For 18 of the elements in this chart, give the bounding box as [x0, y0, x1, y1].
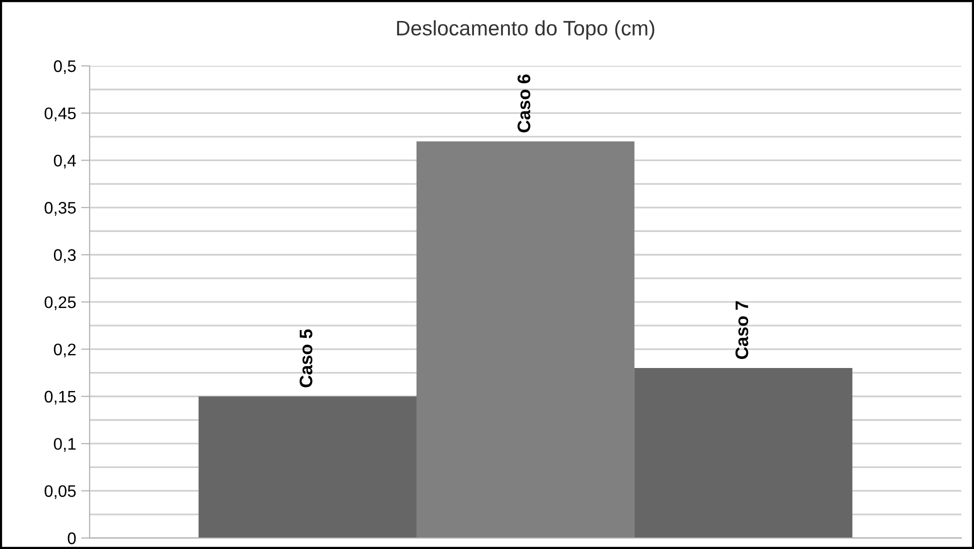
y-tick-label: 0,15: [44, 390, 76, 405]
chart-title: Deslocamento do Topo (cm): [397, 20, 654, 40]
y-tick-label: 0,45: [44, 107, 76, 122]
y-tick-label: 0,5: [54, 60, 76, 74]
y-tick-label: 0,4: [54, 154, 76, 168]
y-tick-label: 0,25: [44, 296, 76, 310]
y-tick-label: 0,05: [44, 485, 76, 499]
y-tick-label: 0,35: [44, 202, 76, 216]
bar: [416, 141, 634, 538]
y-tick-label: 0,3: [54, 249, 76, 263]
text: Caso 7: [735, 301, 748, 359]
text: Caso 6: [518, 74, 530, 132]
y-tick-label: 0: [68, 532, 76, 544]
bar: [634, 368, 852, 538]
bar: [198, 396, 417, 538]
y-tick-label: 0,2: [54, 344, 76, 358]
y-tick-label: 0,1: [54, 438, 76, 452]
text: Caso 5: [300, 329, 312, 388]
